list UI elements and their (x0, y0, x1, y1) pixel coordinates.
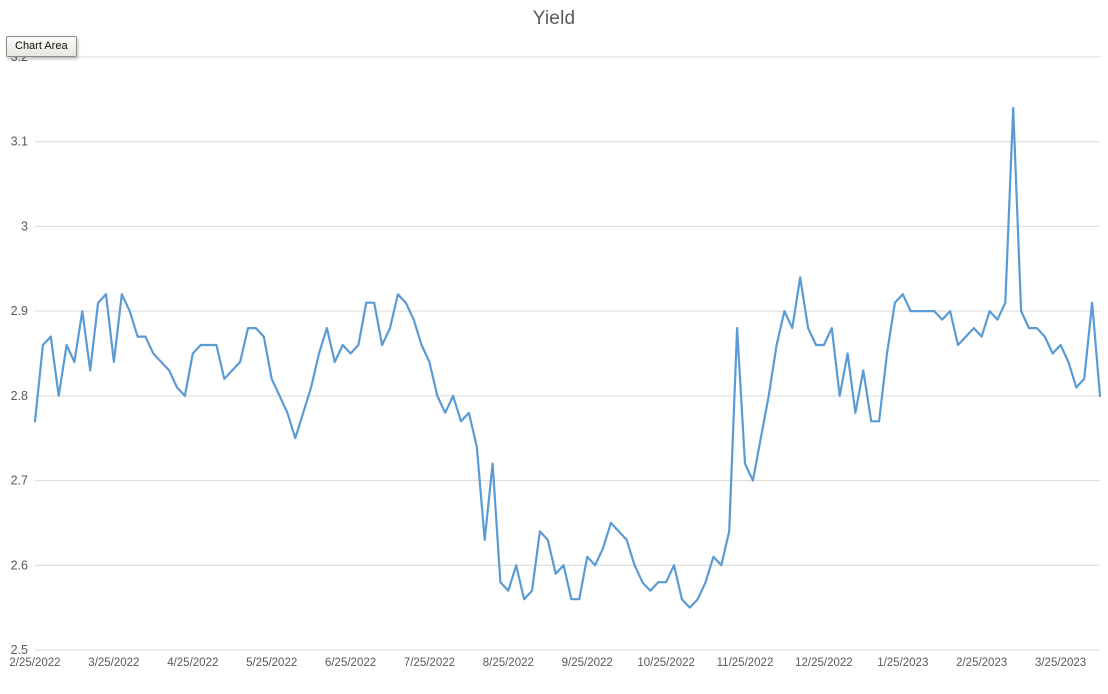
x-tick-label: 5/25/2022 (246, 657, 297, 669)
x-tick-label: 2/25/2022 (9, 657, 60, 669)
x-tick-label: 8/25/2022 (483, 657, 534, 669)
y-tick-label: 2.5 (11, 643, 28, 657)
chart-area-tooltip: Chart Area (6, 36, 77, 57)
x-tick-label: 2/25/2023 (956, 657, 1007, 669)
y-tick-label: 2.8 (11, 389, 28, 403)
y-tick-label: 2.9 (11, 304, 28, 318)
yield-series-line[interactable] (33, 106, 1102, 609)
x-tick-label: 9/25/2022 (562, 657, 613, 669)
x-tick-label: 6/25/2022 (325, 657, 376, 669)
x-tick-label: 3/25/2023 (1035, 657, 1086, 669)
chart-title: Yield (532, 8, 576, 29)
x-tick-label: 3/25/2022 (88, 657, 139, 669)
y-tick-label: 2.6 (11, 558, 28, 572)
y-tick-label: 3.1 (11, 135, 28, 149)
x-tick-label: 4/25/2022 (167, 657, 218, 669)
x-axis-labels: 2/25/2022 3/25/2022 4/25/2022 5/25/2022 6/25… (9, 657, 1086, 669)
y-tick-label: 2.7 (11, 474, 28, 488)
x-tick-label: 12/25/2022 (795, 657, 853, 669)
x-tick-label: 1/25/2023 (877, 657, 928, 669)
gridlines (35, 56, 1100, 651)
x-tick-label: 11/25/2022 (717, 657, 774, 669)
y-tick-label: 3 (21, 219, 28, 233)
x-tick-label: 10/25/2022 (637, 657, 695, 669)
x-tick-label: 7/25/2022 (404, 657, 455, 669)
y-axis-labels: 2.52.62.72.82.933.13.2 (11, 50, 28, 657)
